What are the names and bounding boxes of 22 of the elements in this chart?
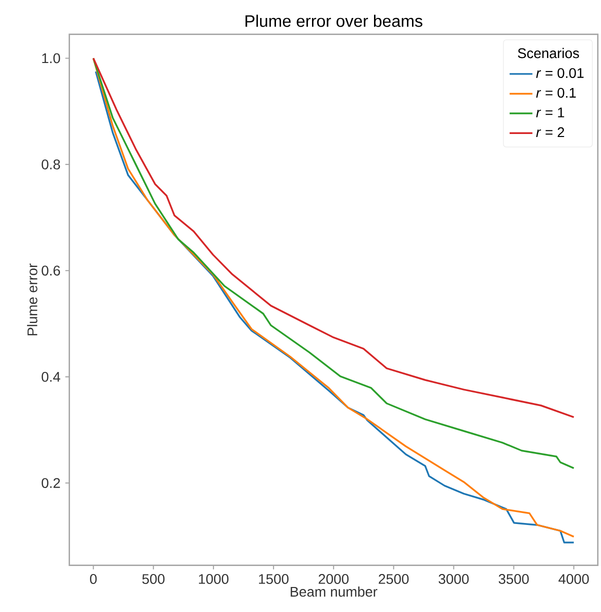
x-tick-label: 4000 <box>558 574 589 584</box>
x-tick-label: 1000 <box>198 574 228 584</box>
legend-label: r = 2 <box>536 127 564 138</box>
legend-label: r = 1 <box>536 108 564 118</box>
x-tick-label: 500 <box>142 574 165 584</box>
y-axis-title: Plume error <box>27 264 38 336</box>
x-tick-label: 1500 <box>259 574 289 584</box>
y-tick-label: 1.0 <box>42 53 60 64</box>
y-tick-label: 0.4 <box>42 372 60 382</box>
chart-title: Plume error over beams <box>246 14 422 27</box>
legend-label: r = 0.1 <box>536 88 576 98</box>
x-tick-label: 2500 <box>378 574 409 584</box>
x-axis-title: Beam number <box>290 586 378 597</box>
legend-title: Scenarios <box>518 48 579 58</box>
y-tick-label: 0.6 <box>42 266 60 276</box>
y-tick-label: 0.8 <box>42 159 60 170</box>
x-tick-label: 3000 <box>438 574 469 584</box>
x-tick-label: 2000 <box>318 574 349 584</box>
legend-label: r = 0.01 <box>536 68 584 78</box>
x-tick-label: 3500 <box>498 574 529 584</box>
y-tick-label: 0.2 <box>42 478 60 488</box>
x-tick-label: 0 <box>90 574 97 584</box>
